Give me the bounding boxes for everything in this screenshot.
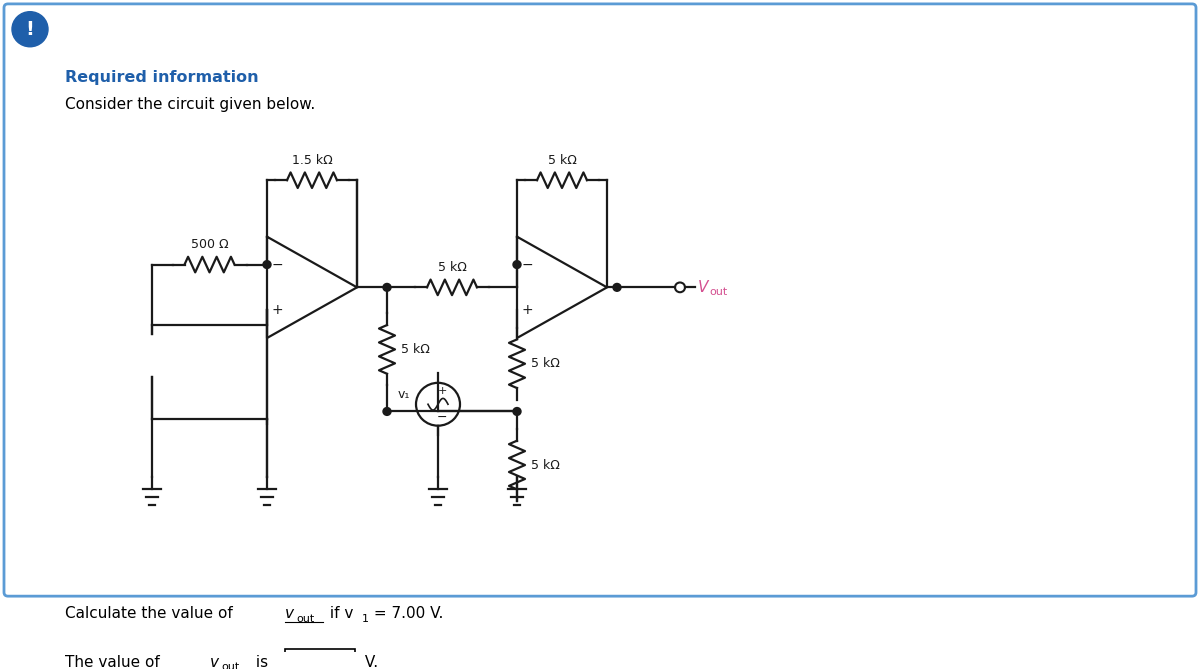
Circle shape: [263, 261, 271, 268]
Text: Consider the circuit given below.: Consider the circuit given below.: [65, 98, 316, 112]
Text: 5 kΩ: 5 kΩ: [438, 261, 467, 274]
Text: 1: 1: [362, 613, 370, 624]
Circle shape: [514, 407, 521, 415]
Text: V.: V.: [360, 655, 378, 669]
Circle shape: [383, 284, 391, 291]
Text: +: +: [437, 385, 446, 395]
Text: +: +: [271, 303, 283, 317]
Text: 1.5 kΩ: 1.5 kΩ: [292, 154, 332, 167]
Text: out: out: [709, 287, 727, 297]
Circle shape: [514, 261, 521, 268]
Text: = 7.00 V.: = 7.00 V.: [370, 606, 443, 622]
Text: v₁: v₁: [397, 388, 410, 401]
Text: −: −: [437, 411, 448, 424]
Text: !: !: [25, 19, 35, 39]
Text: 5 kΩ: 5 kΩ: [530, 357, 560, 370]
Text: 5 kΩ: 5 kΩ: [401, 343, 430, 356]
Text: −: −: [521, 258, 533, 272]
Circle shape: [613, 284, 622, 291]
Text: out: out: [296, 613, 314, 624]
Text: Required information: Required information: [65, 70, 259, 85]
Text: Calculate the value of: Calculate the value of: [65, 606, 238, 622]
Text: +: +: [521, 303, 533, 317]
Text: v: v: [286, 606, 294, 622]
FancyBboxPatch shape: [4, 4, 1196, 596]
Text: V: V: [698, 280, 708, 295]
Circle shape: [383, 407, 391, 415]
Text: 5 kΩ: 5 kΩ: [530, 458, 560, 472]
Text: −: −: [271, 258, 283, 272]
Text: The value of: The value of: [65, 655, 164, 669]
Text: if v: if v: [325, 606, 353, 622]
Bar: [286, 649, 355, 669]
Text: 500 Ω: 500 Ω: [191, 238, 228, 251]
Circle shape: [12, 11, 48, 47]
Text: out: out: [221, 662, 239, 669]
Text: v: v: [210, 655, 220, 669]
Text: 5 kΩ: 5 kΩ: [547, 154, 576, 167]
Text: is: is: [251, 655, 274, 669]
